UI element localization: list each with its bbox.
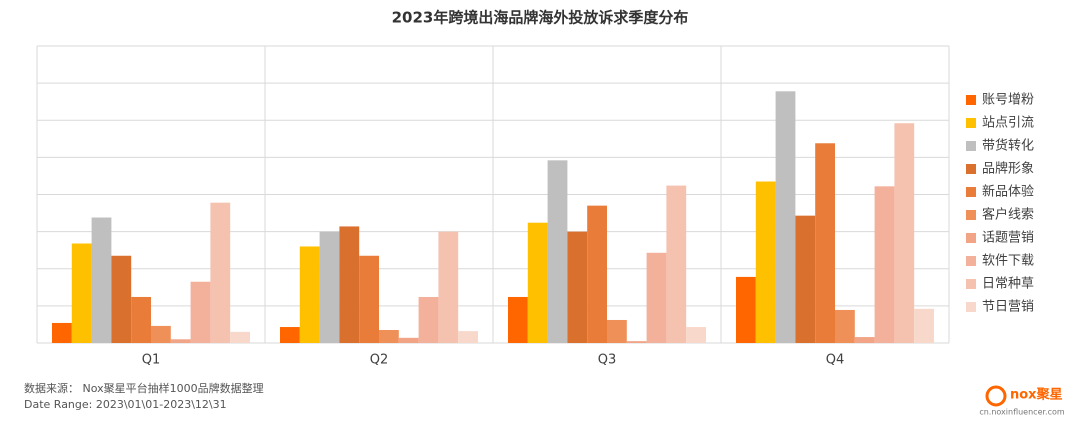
legend-label: 新品体验 [982, 184, 1034, 200]
legend-label: 客户线索 [982, 207, 1034, 223]
legend-label: 软件下载 [982, 254, 1034, 269]
legend-label: 话题营销 [982, 231, 1034, 246]
bar [795, 215, 816, 343]
bar [210, 202, 231, 343]
x-tick-label: Q2 [370, 353, 389, 368]
legend-label: 带货转化 [982, 138, 1034, 154]
x-tick-label: Q1 [142, 353, 161, 368]
legend-swatch [966, 141, 976, 151]
bar [547, 160, 568, 343]
legend-label: 节日营销 [982, 300, 1034, 315]
source-note: 数据来源： Nox聚星平台抽样1000品牌数据整理 [24, 381, 264, 395]
bar [91, 217, 112, 343]
bar [666, 185, 687, 343]
legend-label: 品牌形象 [982, 161, 1034, 177]
logo-url: cn.noxinfluencer.com [979, 408, 1065, 417]
bar [775, 91, 796, 343]
legend-label: 日常种草 [982, 277, 1034, 292]
bar [607, 319, 627, 343]
legend-swatch [966, 164, 976, 174]
x-tick-label: Q4 [826, 353, 845, 368]
bar [170, 339, 191, 343]
bar [111, 255, 132, 343]
bar [755, 181, 776, 343]
bar [131, 296, 151, 343]
bar [854, 337, 875, 343]
bar [567, 231, 588, 343]
bar [736, 276, 756, 343]
bar [646, 252, 667, 343]
x-tick-label: Q3 [598, 353, 617, 368]
legend-swatch [966, 210, 976, 220]
bar [190, 281, 211, 343]
bar [71, 243, 92, 343]
bar [339, 226, 360, 343]
bar [359, 255, 379, 343]
logo-icon [985, 385, 1007, 407]
logo: nox聚星 [1010, 388, 1063, 403]
bar [626, 341, 647, 343]
legend-swatch [966, 302, 976, 312]
legend-label: 站点引流 [982, 116, 1034, 131]
bar [914, 308, 934, 343]
bar [587, 205, 607, 343]
chart-title: 2023年跨境出海品牌海外投放诉求季度分布 [392, 9, 689, 27]
legend-label: 账号增粉 [982, 93, 1034, 108]
bar [151, 325, 171, 343]
bar [398, 337, 419, 343]
legend-swatch [966, 118, 976, 128]
legend-swatch [966, 256, 976, 266]
bar [527, 222, 548, 343]
date-range: Date Range: 2023\01\01-2023\12\31 [24, 398, 227, 411]
bar [894, 123, 915, 343]
legend-swatch [966, 187, 976, 197]
bar [379, 330, 399, 343]
bar [280, 327, 300, 343]
legend-swatch [966, 279, 976, 289]
legend-swatch [966, 95, 976, 105]
bar [874, 186, 895, 343]
bar [52, 322, 72, 343]
bar [319, 231, 340, 343]
bar [418, 296, 439, 343]
bar [458, 331, 478, 343]
bar [299, 246, 320, 343]
bar [438, 231, 459, 343]
bar [835, 309, 855, 343]
bar [686, 327, 706, 343]
bar [815, 143, 835, 343]
bar [230, 331, 250, 343]
bar [508, 296, 528, 343]
legend-swatch [966, 233, 976, 243]
